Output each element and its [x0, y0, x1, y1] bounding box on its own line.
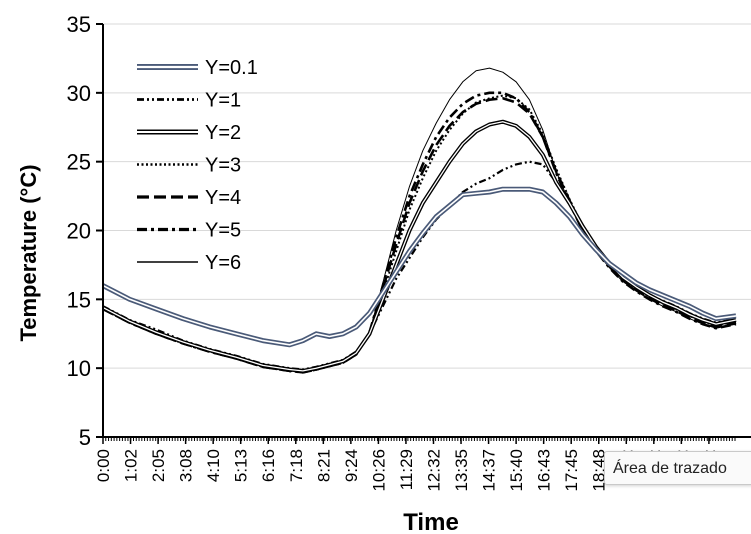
x-tick-label: 11:29 [397, 449, 416, 490]
series-line-inner [102, 188, 737, 346]
legend-entry: Y=2 [137, 122, 241, 144]
y-tick-label: 5 [79, 425, 91, 450]
series-y-1 [102, 160, 737, 371]
y-tick-label: 15 [67, 287, 91, 312]
x-tick-label: 5:13 [232, 449, 251, 482]
legend-label: Y=6 [205, 252, 241, 274]
legend-label: Y=1 [205, 90, 241, 112]
y-tick-label: 30 [67, 81, 91, 106]
series-line [102, 91, 737, 374]
legend-entry: Y=3 [137, 155, 241, 177]
x-tick-label: 2:05 [149, 449, 168, 482]
x-tick-label: 3:08 [177, 449, 196, 482]
x-tick-label: 17:45 [562, 449, 581, 492]
x-tick-label: 4:10 [204, 449, 223, 482]
x-tick-label: 0:00 [94, 449, 113, 482]
y-tick-label: 10 [67, 356, 91, 381]
legend-label: Y=0.1 [205, 57, 258, 79]
series-y-6 [102, 67, 737, 373]
x-tick-label: 9:24 [342, 449, 361, 482]
legend-label: Y=2 [205, 122, 241, 144]
series-line [102, 67, 737, 373]
x-tick-label: 15:40 [507, 449, 526, 492]
x-tick-label: 16:43 [535, 449, 554, 492]
y-axis-title: Temperature (°C) [16, 164, 41, 341]
series-y-2 [102, 119, 737, 373]
legend-label: Y=5 [205, 220, 241, 242]
x-tick-label: 12:32 [424, 449, 443, 492]
series-layer [101, 67, 737, 374]
x-tick-label: 8:21 [314, 449, 333, 482]
plot-area-tooltip: Área de trazado [604, 451, 751, 485]
series-line-inner [102, 121, 737, 372]
series-line [102, 97, 737, 374]
legend-entry: Y=1 [137, 90, 241, 112]
legend: Y=0.1 Y=1 Y=2 Y=3 Y=4 Y=5 Y=6 [137, 57, 258, 274]
series-y-4 [102, 97, 737, 374]
series-y-0-1 [101, 186, 737, 348]
x-tick-label: 13:35 [452, 449, 471, 492]
x-axis-title: Time [403, 509, 459, 534]
legend-entry: Y=4 [137, 187, 241, 209]
legend-label: Y=3 [205, 155, 241, 177]
legend-entry: Y=0.1 [137, 57, 258, 79]
y-tick-labels: 5 10 15 20 25 30 35 [67, 12, 103, 450]
series-line [102, 160, 737, 371]
y-tick-label: 20 [67, 219, 91, 244]
x-tick-label: 10:26 [369, 449, 388, 492]
legend-entry: Y=6 [137, 252, 241, 274]
x-tick-label: 14:37 [480, 449, 499, 492]
legend-entry: Y=5 [137, 220, 241, 242]
y-tick-label: 25 [67, 150, 91, 175]
x-tick-label: 1:02 [122, 449, 141, 482]
x-tick-label: 18:48 [590, 449, 609, 492]
series-y-5 [102, 91, 737, 374]
x-tick-label: 7:18 [287, 449, 306, 482]
x-tick-labels: 0:00 1:02 2:05 3:08 4:10 5:13 6:16 7:18 8:21 9:24… [94, 437, 736, 492]
y-tick-label: 35 [67, 12, 91, 37]
x-tick-label: 6:16 [259, 449, 278, 482]
legend-label: Y=4 [205, 187, 241, 209]
